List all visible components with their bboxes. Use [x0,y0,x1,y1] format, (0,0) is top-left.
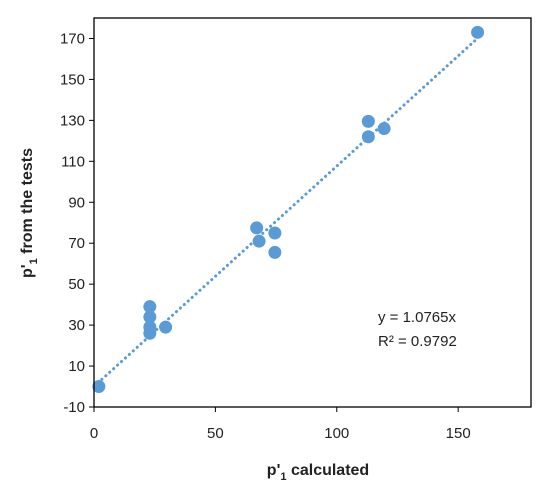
data-point [377,122,391,136]
y-tick-label: 90 [68,194,85,211]
data-point [471,25,485,39]
data-point [268,245,282,259]
x-axis-title: p'1 calculated [267,462,369,483]
data-point [252,234,266,248]
data-point [361,130,375,144]
data-point [92,380,106,394]
plot-area-border [93,17,532,408]
x-axis-ticks: 0 50 100 150 [90,407,471,442]
y-axis-ticks: -10 10 30 50 70 90 110 130 150 170 [60,30,94,416]
y-tick-label: -10 [63,399,85,416]
trendline [92,36,480,389]
y-tick-label: 50 [68,276,85,293]
x-tick-label: 0 [90,425,98,442]
x-tick-label: 50 [207,425,224,442]
y-tick-label: 10 [68,358,85,375]
y-tick-label: 30 [68,317,85,334]
y-tick-label: 110 [61,153,85,170]
data-points [92,25,485,394]
data-point [250,221,264,235]
trendline-equation: y = 1.0765x [378,309,456,326]
y-tick-label: 70 [68,235,85,252]
x-tick-label: 100 [324,425,349,442]
data-point [268,226,282,240]
y-axis-title: p'1 from the tests [19,148,40,278]
r-squared-label: R² = 0.9792 [378,333,457,350]
y-tick-label: 150 [60,71,85,88]
y-tick-label: 130 [60,112,85,129]
data-point [159,320,173,334]
data-point [361,114,375,128]
x-tick-label: 150 [446,425,471,442]
y-tick-label: 170 [60,30,85,47]
data-point [143,300,157,314]
data-point [143,310,157,324]
data-point [143,326,157,340]
trendline-layer [92,36,480,389]
